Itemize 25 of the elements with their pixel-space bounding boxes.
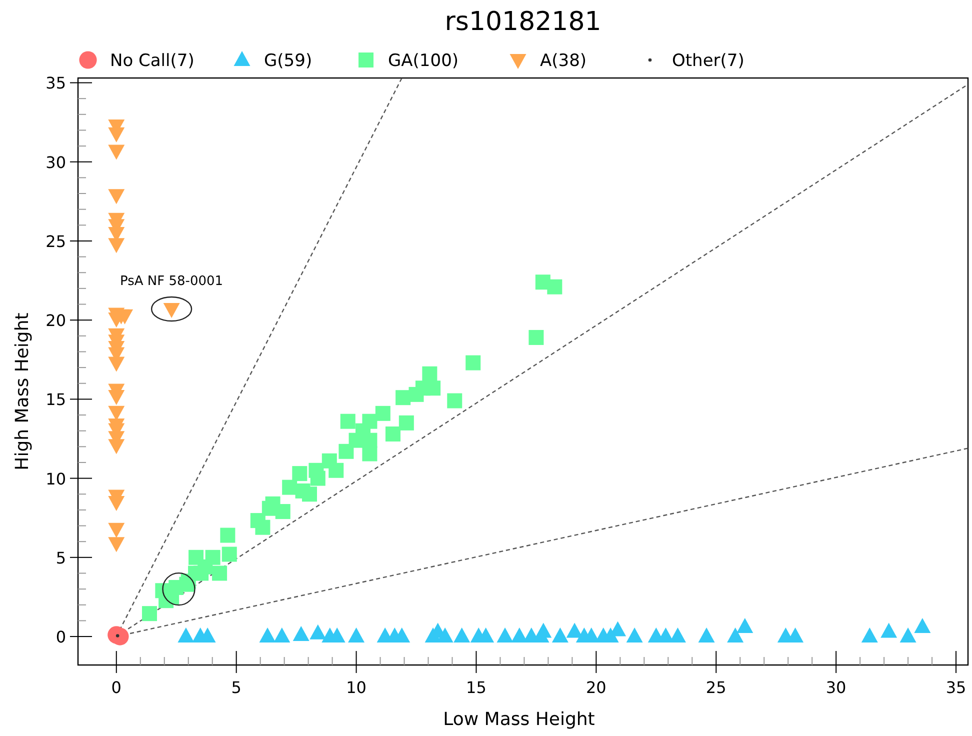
x-axis-title: Low Mass Height — [443, 709, 595, 730]
x-tick-label: 0 — [111, 678, 122, 697]
y-axis-title: High Mass Height — [12, 312, 33, 470]
x-tick-label: 15 — [466, 678, 486, 697]
x-tick-label: 10 — [346, 678, 366, 697]
legend-label: GA(100) — [388, 51, 459, 71]
annotation: PsA NF 58-0001 — [120, 274, 224, 290]
legend-label: G(59) — [264, 51, 312, 71]
x-tick-label: 30 — [826, 678, 846, 697]
y-tick-label: 0 — [56, 628, 66, 647]
y-tick-label: 10 — [46, 469, 66, 488]
y-tick-label: 25 — [46, 232, 66, 251]
x-tick-label: 25 — [706, 678, 726, 697]
y-tick-label: 5 — [56, 548, 66, 568]
y-tick-label: 30 — [46, 152, 66, 172]
x-tick-label: 35 — [946, 678, 966, 697]
legend-label: A(38) — [540, 51, 587, 71]
legend-label: Other(7) — [672, 51, 744, 71]
y-tick-label: 20 — [46, 311, 66, 330]
y-tick-label: 35 — [46, 74, 66, 93]
x-tick-label: 5 — [231, 678, 242, 697]
legend-label: No Call(7) — [110, 51, 194, 71]
x-tick-label: 20 — [586, 678, 606, 697]
chart-title: rs10182181 — [444, 7, 602, 37]
y-tick-label: 15 — [46, 390, 66, 410]
